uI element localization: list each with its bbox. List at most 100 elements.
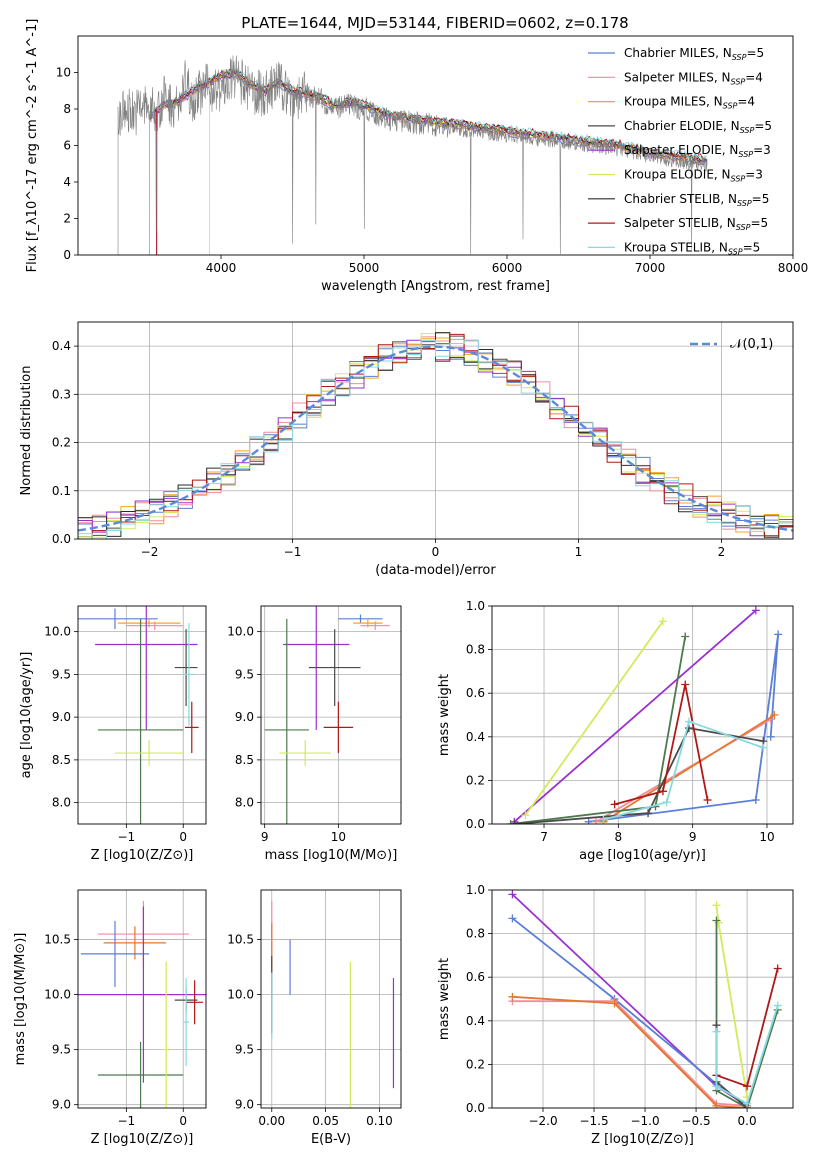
y-tick-label: 1.0 <box>466 883 485 897</box>
y-tick-label: 10.0 <box>44 625 71 639</box>
legend-entry: Salpeter STELIB, NSSP=5 <box>624 216 768 232</box>
weight-marker <box>712 916 721 925</box>
y-tick-label: 9.5 <box>52 667 71 681</box>
weight-line <box>715 905 748 1098</box>
plot-area <box>78 606 199 824</box>
y-tick-label: 8 <box>63 102 71 116</box>
y-tick-label: 6 <box>63 139 71 153</box>
y-tick-label: 8.5 <box>235 753 254 767</box>
plot-area <box>117 55 708 255</box>
y-tick-label: 0.1 <box>52 484 71 498</box>
weight-marker <box>681 680 690 689</box>
x-tick-label: −1.5 <box>579 1114 608 1128</box>
axes-frame <box>491 605 794 825</box>
legend-entry: Salpeter ELODIE, NSSP=3 <box>624 143 771 159</box>
y-tick-label: 0.2 <box>466 773 485 787</box>
legend-entry: Salpeter MILES, NSSP=4 <box>624 70 763 86</box>
plot-area <box>508 890 782 1108</box>
axes-frame <box>260 889 402 1109</box>
legend-entry: Kroupa STELIB, NSSP=5 <box>624 240 760 256</box>
weight-line <box>510 636 687 824</box>
y-tick-label: 8.0 <box>235 796 254 810</box>
weight-marker <box>658 617 667 626</box>
weight-marker <box>751 796 760 805</box>
x-tick-label: 10 <box>759 830 774 844</box>
weight-marker <box>592 817 601 824</box>
legend-entry: Kroupa ELODIE, NSSP=3 <box>624 168 763 184</box>
y-tick-label: 0.8 <box>466 927 485 941</box>
weight-marker <box>508 890 517 899</box>
plot-area <box>506 606 783 824</box>
x-tick-label: 5000 <box>349 261 380 275</box>
x-tick-label: 0 <box>179 830 187 844</box>
x-tick-label: −2.0 <box>528 1114 557 1128</box>
weight-line <box>512 995 748 1108</box>
weight-marker <box>759 743 768 752</box>
weight-line <box>614 684 709 806</box>
y-tick-label: 0.0 <box>52 532 71 546</box>
weight-marker <box>712 1082 721 1091</box>
weight-marker <box>712 1101 721 1108</box>
x-axis-label: E(B-V) <box>311 1132 351 1147</box>
observed-spectrum-line <box>117 55 708 255</box>
weight-marker <box>774 630 783 639</box>
x-tick-label: 9 <box>689 830 697 844</box>
histogram-step <box>78 339 793 539</box>
y-tick-label: 10.5 <box>44 933 71 947</box>
y-tick-label: 9.0 <box>235 710 254 724</box>
y-tick-label: 9.5 <box>235 1043 254 1057</box>
x-tick-label: 9 <box>261 830 269 844</box>
weight-marker <box>610 800 619 809</box>
legend-entry: Kroupa MILES, NSSP=4 <box>624 95 755 111</box>
weight-marker <box>743 1082 752 1091</box>
spectrum-panel: 4000 5000 6000 7000 8000 0 2 4 6 8 10 wavelength [A… <box>25 19 808 294</box>
x-axis-label: Z [log10(Z/Z⊙)] <box>91 1132 194 1147</box>
y-tick-label: 9.5 <box>52 1043 71 1057</box>
y-tick-label: 9.0 <box>235 1098 254 1112</box>
y-axis-label: mass weight <box>437 958 452 1040</box>
x-axis-label: mass [log10(M/M⊙)] <box>265 848 398 863</box>
weight-marker <box>770 711 779 719</box>
y-tick-label: 10.0 <box>44 988 71 1002</box>
weight-marker <box>510 820 519 824</box>
y-tick-label: 0.0 <box>466 817 485 831</box>
y-tick-label: 9.0 <box>52 710 71 724</box>
weight-marker <box>508 992 517 1001</box>
weight-vs-age-panel: 7 8 9 10 0.0 0.2 0.4 0.6 0.8 1.0 age [log10(age/yr… <box>437 599 794 863</box>
x-tick-label: 7000 <box>635 261 666 275</box>
weight-line <box>511 917 748 1107</box>
y-tick-label: 0.4 <box>466 730 485 744</box>
y-tick-label: 0.4 <box>466 1014 485 1028</box>
weight-vs-Z-panel: −2.0 −1.5 −1.0 −0.5 0.0 0.0 0.2 0.4 0.6 0.8 1.0 Z [… <box>437 883 794 1147</box>
weight-line <box>512 1000 748 1107</box>
weight-marker <box>644 809 653 818</box>
y-tick-label: 10 <box>56 66 71 80</box>
plot-area <box>271 901 395 1108</box>
y-axis-label: mass [log10(M/M⊙)] <box>13 933 28 1066</box>
weight-marker <box>521 811 530 820</box>
y-tick-label: 0.8 <box>466 643 485 657</box>
x-tick-label: 1 <box>575 545 583 559</box>
weight-marker <box>703 796 712 805</box>
y-tick-label: 9.0 <box>52 1098 71 1112</box>
weight-marker <box>599 815 608 824</box>
y-axis-label: age [log10(age/yr)] <box>19 652 34 779</box>
x-axis-label: age [log10(age/yr)] <box>579 848 706 863</box>
y-tick-label: 0.2 <box>466 1057 485 1071</box>
weight-marker <box>584 817 593 824</box>
y-tick-label: 10.5 <box>227 933 254 947</box>
legend-entry: Chabrier ELODIE, NSSP=5 <box>624 119 772 135</box>
x-tick-label: −0.5 <box>681 1114 710 1128</box>
y-tick-label: 0.6 <box>466 686 485 700</box>
residual-panel: −2 −1 0 1 2 0.0 0.1 0.2 0.3 0.4 (data-model)/error… <box>19 321 794 578</box>
y-tick-label: 10.0 <box>227 988 254 1002</box>
y-tick-label: 10.0 <box>227 625 254 639</box>
x-tick-label: −1 <box>118 830 136 844</box>
x-tick-label: −2 <box>141 545 159 559</box>
axes-frame <box>77 605 207 825</box>
weight-marker <box>662 798 671 807</box>
weight-marker <box>743 1099 752 1108</box>
normal-curve <box>78 345 793 532</box>
y-tick-label: 8.5 <box>52 753 71 767</box>
plot-area <box>78 901 206 1108</box>
